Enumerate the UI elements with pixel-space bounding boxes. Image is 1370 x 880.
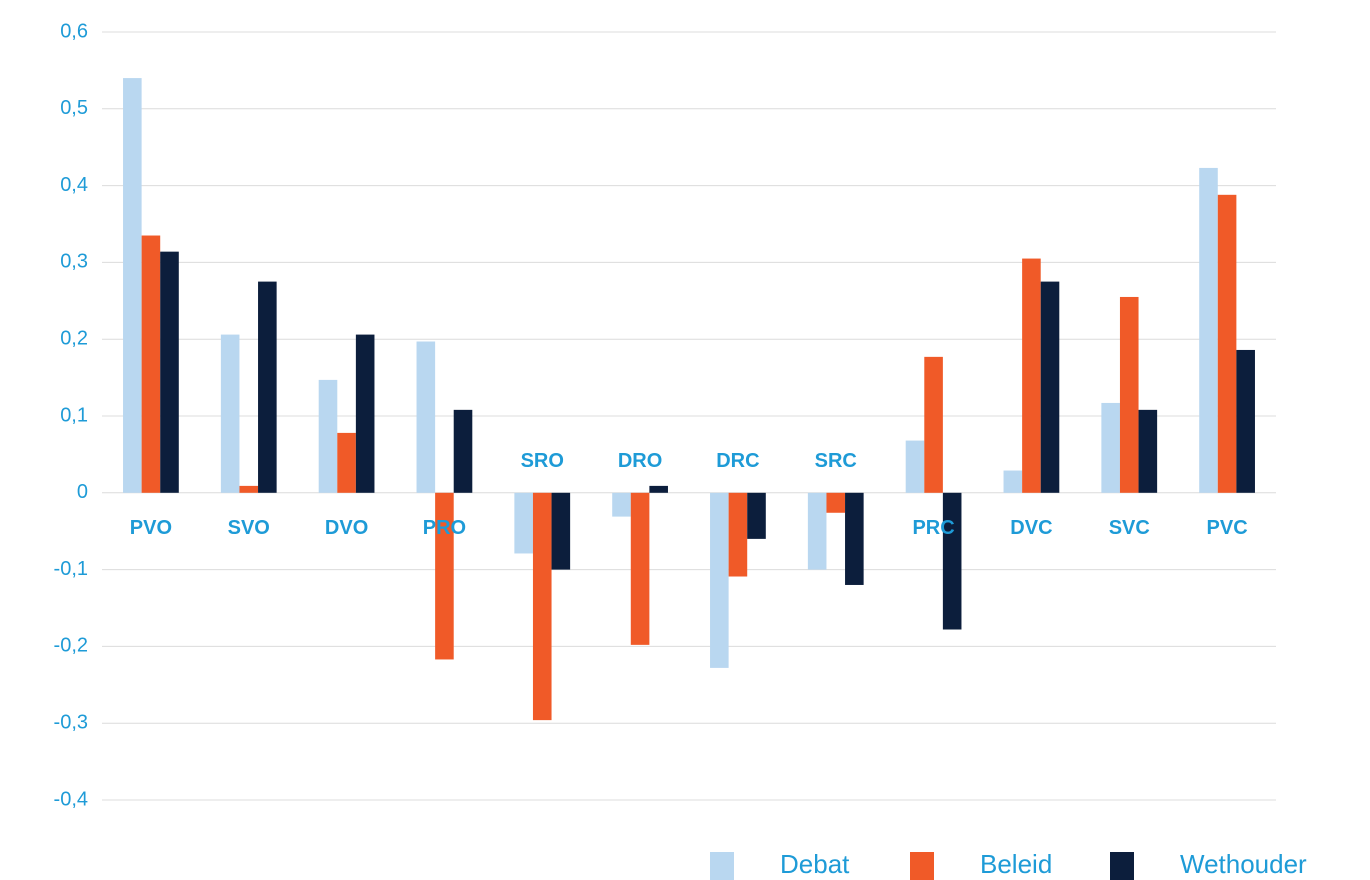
- legend-label: Wethouder: [1180, 849, 1307, 879]
- legend-swatch: [710, 852, 734, 880]
- bar: [1040, 281, 1060, 493]
- x-tick-label: SVO: [228, 517, 270, 539]
- bar: [1003, 470, 1023, 493]
- bar: [532, 492, 552, 721]
- bar: [1022, 258, 1041, 493]
- y-tick-label: 0: [77, 481, 88, 503]
- bar: [318, 379, 338, 493]
- bar: [141, 235, 161, 493]
- x-tick-label: DRO: [618, 450, 662, 472]
- bar: [710, 492, 729, 668]
- legend-label: Debat: [780, 849, 850, 879]
- y-tick-label: 0,1: [60, 404, 88, 426]
- bar: [942, 492, 962, 630]
- x-tick-label: DVC: [1010, 517, 1052, 539]
- x-tick-label: DVO: [325, 517, 368, 539]
- bar: [826, 492, 846, 513]
- y-tick-label: -0,4: [54, 788, 88, 810]
- bar: [551, 492, 571, 570]
- bar: [630, 492, 650, 645]
- bar: [1236, 349, 1255, 493]
- bar: [514, 492, 533, 554]
- x-tick-label: SRC: [815, 450, 857, 472]
- bar: [220, 334, 240, 493]
- y-tick-label: 0,4: [60, 174, 88, 196]
- bar: [1101, 402, 1120, 493]
- bar: [337, 432, 356, 493]
- bar: [845, 492, 864, 585]
- x-tick-label: PVO: [130, 517, 172, 539]
- bar: [649, 485, 668, 493]
- y-tick-label: -0,3: [54, 711, 88, 733]
- x-tick-label: SRO: [521, 450, 564, 472]
- bar: [924, 356, 943, 493]
- bar: [435, 492, 454, 660]
- x-tick-label: SVC: [1109, 517, 1150, 539]
- bar: [239, 485, 259, 493]
- x-tick-label: PVC: [1207, 517, 1248, 539]
- bar: [1217, 194, 1237, 493]
- bar: [160, 251, 179, 493]
- bar: [1119, 296, 1139, 493]
- bar: [612, 492, 631, 517]
- y-tick-label: -0,2: [54, 635, 88, 657]
- x-tick-label: PRC: [912, 517, 954, 539]
- y-tick-label: 0,2: [60, 327, 88, 349]
- bar: [355, 334, 375, 493]
- bar: [453, 409, 473, 493]
- y-tick-label: 0,6: [60, 20, 88, 42]
- bar: [1138, 409, 1158, 493]
- x-tick-label: PRO: [423, 517, 466, 539]
- legend-swatch: [910, 852, 934, 880]
- legend-label: Beleid: [980, 849, 1052, 879]
- x-tick-label: DRC: [716, 450, 759, 472]
- bar: [416, 341, 436, 493]
- bar: [123, 78, 142, 493]
- bar: [905, 440, 925, 493]
- bar: [258, 281, 277, 493]
- bar: [807, 492, 827, 570]
- legend-swatch: [1110, 852, 1134, 880]
- bar: [728, 492, 748, 577]
- y-tick-label: 0,5: [60, 97, 88, 119]
- y-tick-label: -0,1: [54, 558, 88, 580]
- bar: [747, 492, 766, 539]
- bar: [1199, 167, 1218, 493]
- y-tick-label: 0,3: [60, 251, 88, 273]
